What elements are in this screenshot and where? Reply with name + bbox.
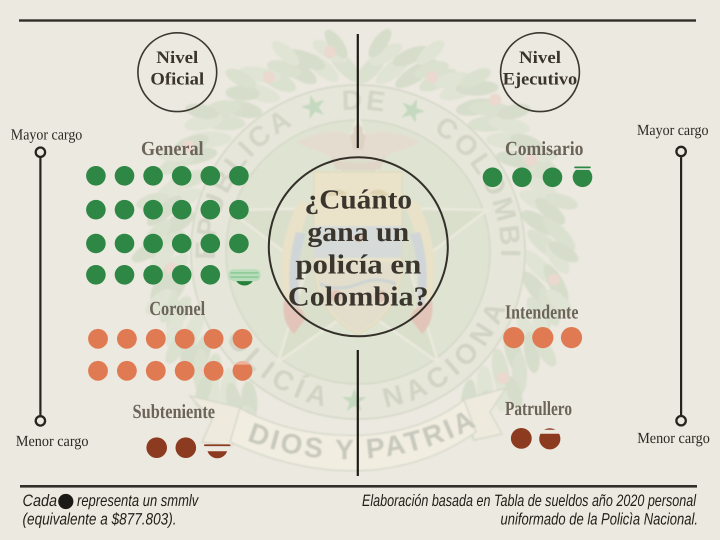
svg-text:Colombia?: Colombia? [288,281,429,312]
svg-text:Nivel: Nivel [156,47,198,67]
svg-text:Comisario: Comisario [505,138,584,160]
svg-text:policía en: policía en [295,248,421,279]
svg-text:Menor cargo: Menor cargo [16,433,89,450]
svg-text:Intendente: Intendente [505,301,579,323]
svg-text:Mayor cargo: Mayor cargo [11,127,83,144]
svg-text:uniformado de la Policìa Nacio: uniformado de la Policìa Nacional. [501,511,699,529]
svg-text:representa un smmlv: representa un smmlv [77,492,200,510]
svg-text:Menor cargo: Menor cargo [637,430,710,447]
svg-text:Ejecutivo: Ejecutivo [503,68,578,88]
svg-text:gana un: gana un [307,216,409,248]
svg-text:¿Cuánto: ¿Cuánto [305,184,413,215]
svg-text:Patrullero: Patrullero [505,398,572,420]
svg-text:Elaboración basada en Tabla de: Elaboración basada en Tabla de sueldos a… [362,492,697,510]
svg-text:Mayor cargo: Mayor cargo [637,122,709,139]
svg-text:Nivel: Nivel [519,47,561,67]
svg-text:Cada: Cada [23,492,58,510]
svg-text:Oficial: Oficial [150,68,204,88]
svg-text:Subteniente: Subteniente [133,401,216,423]
svg-text:General: General [141,138,204,160]
svg-text:Coronel: Coronel [149,298,205,320]
svg-text:(equivalente a $877.803).: (equivalente a $877.803). [23,511,177,529]
